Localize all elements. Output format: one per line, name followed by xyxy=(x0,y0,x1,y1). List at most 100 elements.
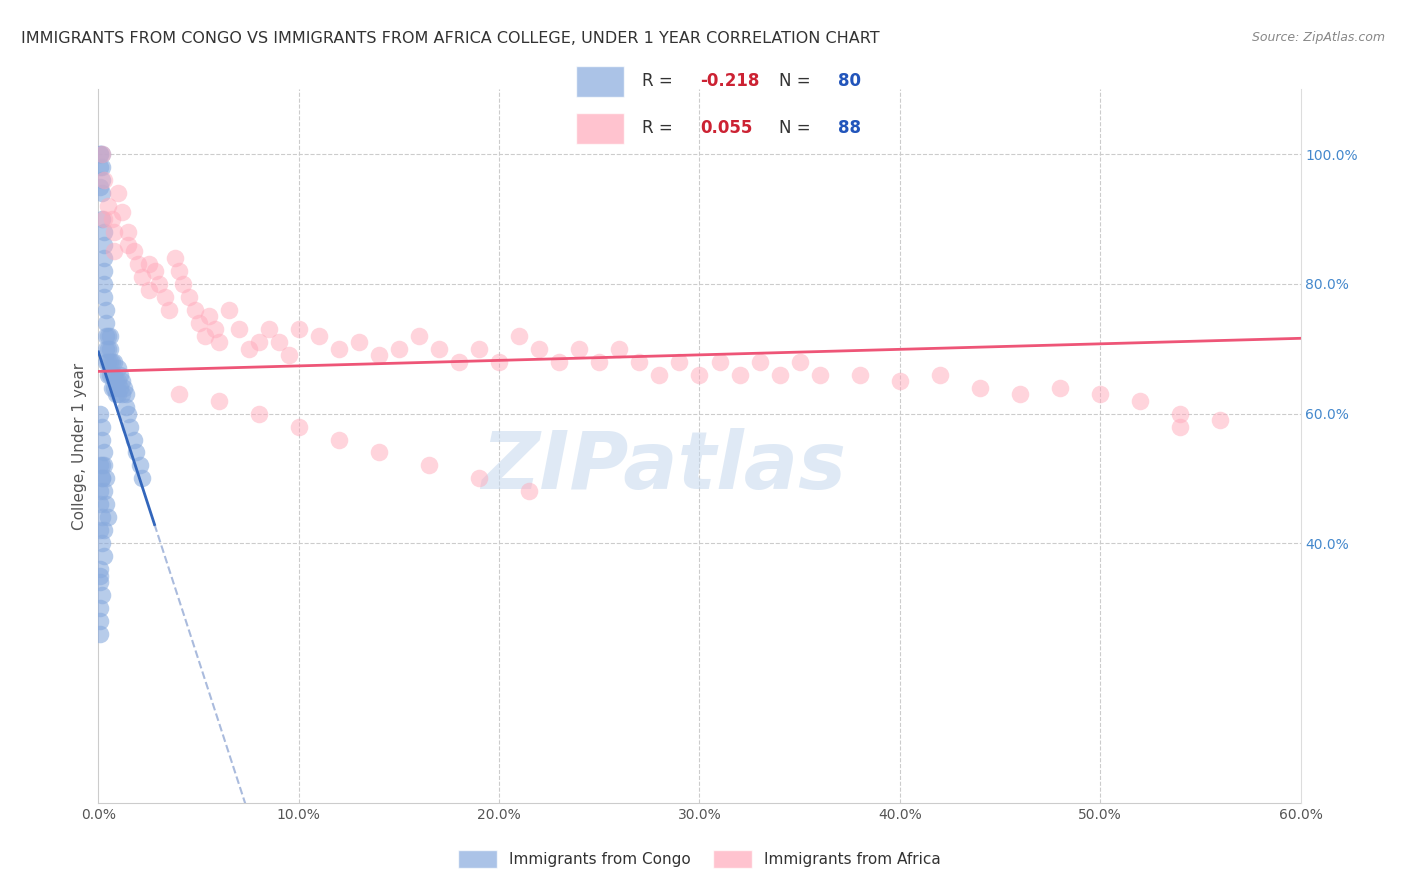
Point xyxy=(128,257,150,271)
Point xyxy=(97,199,120,213)
Point xyxy=(96,328,118,343)
Point xyxy=(107,374,129,388)
Point xyxy=(93,484,115,499)
Point xyxy=(89,562,111,576)
Text: Source: ZipAtlas.com: Source: ZipAtlas.com xyxy=(1251,31,1385,45)
Point xyxy=(107,186,129,200)
Point xyxy=(929,368,952,382)
Point xyxy=(96,316,118,330)
Point xyxy=(96,342,118,356)
Point xyxy=(111,374,134,388)
Point xyxy=(93,524,115,538)
Point xyxy=(308,328,330,343)
Point xyxy=(138,257,160,271)
Point xyxy=(89,484,111,499)
Point xyxy=(247,407,270,421)
Bar xyxy=(576,66,624,96)
Point xyxy=(93,251,115,265)
Y-axis label: College, Under 1 year: College, Under 1 year xyxy=(72,362,87,530)
Point xyxy=(1049,381,1071,395)
Point xyxy=(103,244,125,259)
Bar xyxy=(576,113,624,144)
Point xyxy=(1010,387,1032,401)
Point xyxy=(208,393,231,408)
Point xyxy=(97,354,120,368)
Point xyxy=(548,354,571,368)
Point xyxy=(91,186,114,200)
Point xyxy=(208,335,231,350)
Point xyxy=(177,290,200,304)
Point xyxy=(468,342,491,356)
Point xyxy=(111,387,134,401)
Point xyxy=(114,381,136,395)
Point xyxy=(96,471,118,485)
Point xyxy=(91,588,114,602)
Point xyxy=(288,322,311,336)
Point xyxy=(408,328,430,343)
Point xyxy=(91,471,114,485)
Point xyxy=(368,445,391,459)
Point xyxy=(101,368,124,382)
Point xyxy=(124,433,146,447)
Point xyxy=(91,510,114,524)
Point xyxy=(97,368,120,382)
Point xyxy=(328,433,350,447)
Point xyxy=(100,328,122,343)
Text: 80: 80 xyxy=(838,72,860,90)
Point xyxy=(529,342,551,356)
Point xyxy=(105,374,128,388)
Point xyxy=(115,387,138,401)
Point xyxy=(447,354,470,368)
Point xyxy=(568,342,591,356)
Point xyxy=(89,147,111,161)
Point xyxy=(91,173,114,187)
Point xyxy=(167,387,190,401)
Point xyxy=(131,471,153,485)
Point xyxy=(368,348,391,362)
Point xyxy=(609,342,631,356)
Point xyxy=(107,361,129,376)
Point xyxy=(89,568,111,582)
Point xyxy=(91,419,114,434)
Point xyxy=(194,328,217,343)
Point xyxy=(93,458,115,473)
Point xyxy=(101,381,124,395)
Point xyxy=(111,205,134,219)
Point xyxy=(89,627,111,641)
Point xyxy=(138,283,160,297)
Point xyxy=(96,354,118,368)
Point xyxy=(89,147,111,161)
Point xyxy=(1170,407,1192,421)
Point xyxy=(110,381,132,395)
Point xyxy=(728,368,751,382)
Point xyxy=(91,211,114,226)
Point xyxy=(93,173,115,187)
Point xyxy=(100,368,122,382)
Point xyxy=(89,601,111,615)
Point xyxy=(91,160,114,174)
Point xyxy=(91,536,114,550)
Point xyxy=(197,310,219,324)
Point xyxy=(488,354,510,368)
Point xyxy=(115,400,138,414)
Point xyxy=(89,497,111,511)
Point xyxy=(91,433,114,447)
Point xyxy=(93,211,115,226)
Point xyxy=(93,277,115,291)
Point xyxy=(517,484,540,499)
Point xyxy=(105,387,128,401)
Point xyxy=(267,335,290,350)
Point xyxy=(97,328,120,343)
Point xyxy=(808,368,831,382)
Point xyxy=(789,354,811,368)
Point xyxy=(849,368,872,382)
Text: -0.218: -0.218 xyxy=(700,72,759,90)
Point xyxy=(93,549,115,564)
Point xyxy=(91,458,114,473)
Point xyxy=(97,510,120,524)
Point xyxy=(89,407,111,421)
Text: IMMIGRANTS FROM CONGO VS IMMIGRANTS FROM AFRICA COLLEGE, UNDER 1 YEAR CORRELATIO: IMMIGRANTS FROM CONGO VS IMMIGRANTS FROM… xyxy=(21,31,880,46)
Text: 0.055: 0.055 xyxy=(700,120,752,137)
Point xyxy=(89,160,111,174)
Point xyxy=(93,290,115,304)
